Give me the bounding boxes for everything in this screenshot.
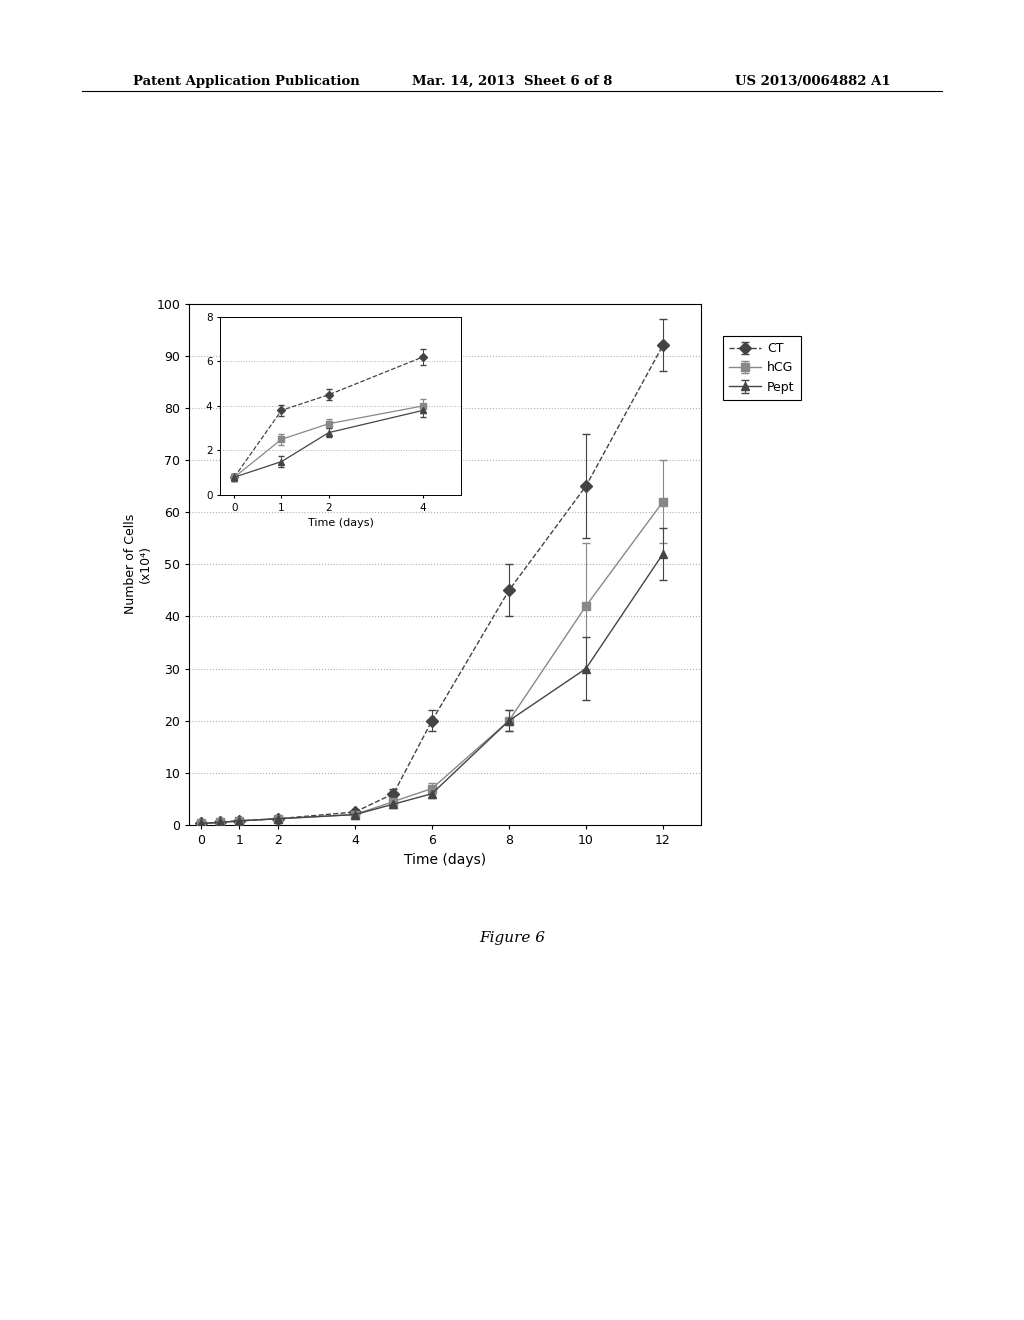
- Text: Mar. 14, 2013  Sheet 6 of 8: Mar. 14, 2013 Sheet 6 of 8: [412, 75, 612, 88]
- Text: Patent Application Publication: Patent Application Publication: [133, 75, 359, 88]
- X-axis label: Time (days): Time (days): [307, 519, 374, 528]
- Text: US 2013/0064882 A1: US 2013/0064882 A1: [735, 75, 891, 88]
- Y-axis label: Number of Cells
(x10⁴): Number of Cells (x10⁴): [124, 515, 153, 614]
- X-axis label: Time (days): Time (days): [404, 853, 486, 867]
- Legend: CT, hCG, Pept: CT, hCG, Pept: [723, 335, 801, 400]
- Text: Figure 6: Figure 6: [479, 931, 545, 945]
